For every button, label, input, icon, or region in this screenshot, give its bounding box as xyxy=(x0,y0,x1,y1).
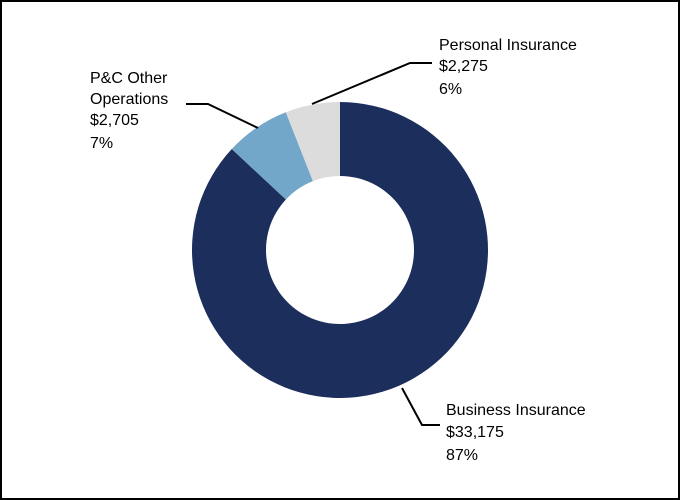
slice-p-c-other-operations xyxy=(231,112,313,200)
label-personal-amount: $2,275 xyxy=(439,58,488,75)
label-business-amount: $33,175 xyxy=(446,424,504,441)
label-business-name: Business Insurance xyxy=(446,402,586,419)
leader-line-business xyxy=(401,387,440,426)
label-personal: Personal Insurance $2,275 6% xyxy=(439,37,577,98)
slice-personal-insurance xyxy=(285,102,340,182)
label-other-percent: 7% xyxy=(90,135,113,152)
label-other-name-line1: P&C Other xyxy=(90,70,168,87)
label-other: P&C Other Operations $2,705 7% xyxy=(90,70,168,152)
leader-line-personal xyxy=(311,62,432,105)
label-personal-name: Personal Insurance xyxy=(439,37,577,54)
donut-slices xyxy=(192,102,489,398)
label-other-amount: $2,705 xyxy=(90,112,139,129)
label-other-name-line2: Operations xyxy=(90,91,168,108)
label-business: Business Insurance $33,175 87% xyxy=(446,402,586,464)
leader-line-other xyxy=(186,103,259,129)
label-personal-percent: 6% xyxy=(439,81,462,98)
label-business-percent: 87% xyxy=(446,447,478,464)
slice-business-insurance xyxy=(192,102,489,398)
